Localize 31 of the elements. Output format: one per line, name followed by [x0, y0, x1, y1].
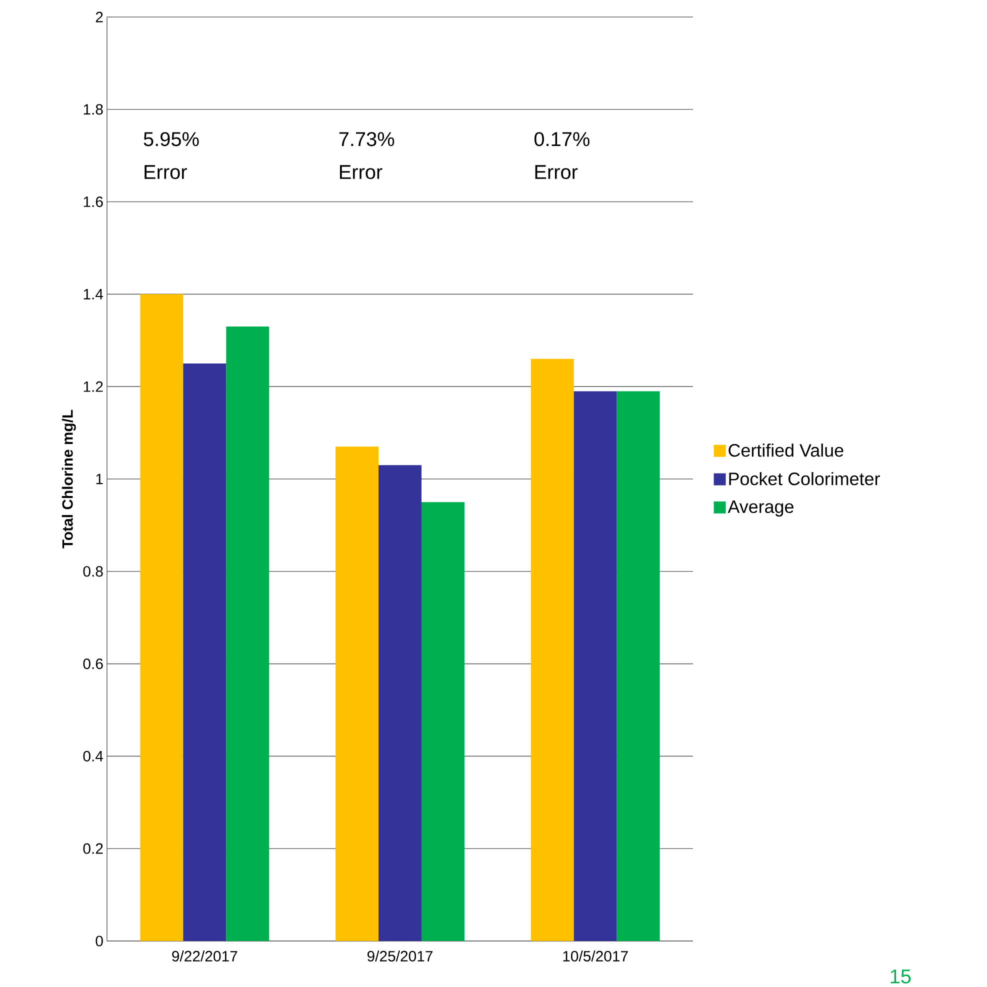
- legend-label: Average: [728, 500, 794, 517]
- bar: [378, 465, 422, 941]
- bar: [421, 502, 464, 941]
- legend-label: Pocket Colorimeter: [729, 472, 880, 486]
- y-tick-label: 0.2: [83, 843, 103, 854]
- legend-label: Certified Value: [728, 444, 844, 457]
- bar: [530, 358, 574, 941]
- bar: [336, 446, 379, 941]
- bar: [574, 391, 617, 941]
- bar: [183, 363, 226, 941]
- bar: [616, 391, 660, 941]
- bar: [226, 326, 270, 941]
- y-tick-label: 0: [96, 936, 103, 946]
- annotation: 7.73% Error: [339, 132, 394, 180]
- annotation: 5.95% Error: [144, 132, 199, 180]
- x-tick-label: 9/25/2017: [367, 950, 432, 962]
- text: 15: [890, 970, 911, 984]
- y-tick-label: 0.6: [83, 658, 103, 670]
- y-tick-label: 1.2: [84, 381, 103, 392]
- y-tick-label: 0.8: [83, 566, 103, 577]
- y-tick-label: 1: [96, 474, 103, 484]
- y-tick-label: 1.8: [84, 104, 103, 115]
- y-tick-label: 1.4: [84, 289, 104, 300]
- annotation: 0.17% Error: [534, 132, 590, 180]
- y-axis-title: Total Chlorine mg/L: [62, 410, 76, 548]
- y-tick-label: 0.4: [83, 750, 104, 762]
- bar: [140, 294, 184, 941]
- x-tick-label: 10/5/2017: [563, 950, 628, 962]
- y-tick-label: 2: [96, 12, 103, 22]
- y-tick-label: 1.6: [84, 196, 103, 208]
- x-tick-label: 9/22/2017: [172, 950, 238, 962]
